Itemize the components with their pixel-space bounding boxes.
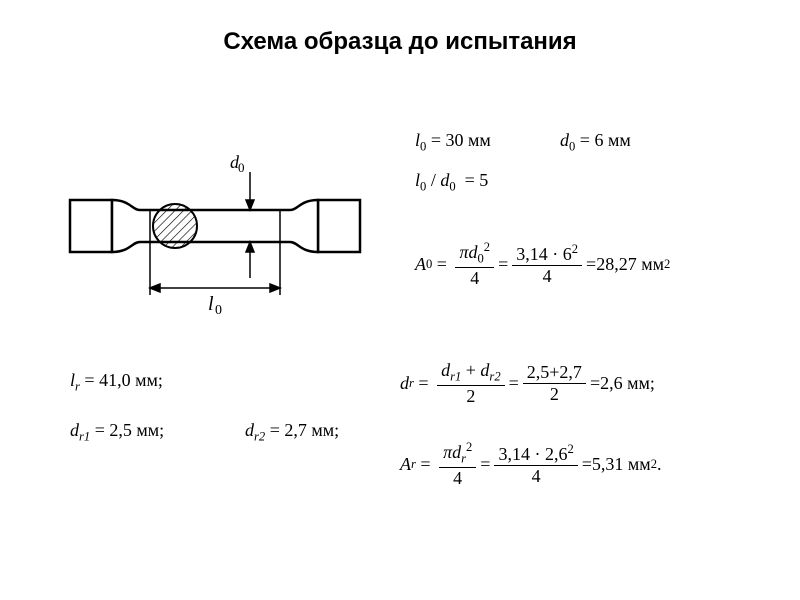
diagram-label-l0: l	[208, 293, 214, 315]
svg-text:0: 0	[238, 160, 245, 175]
param-dr1: dr1 = 2,5 мм;	[70, 420, 164, 445]
svg-text:0: 0	[215, 303, 222, 318]
param-d0: d0 = 6 мм	[560, 130, 631, 155]
formula-a0: A0 = πd02 4 = 3,14 · 62 4 =28,27 мм2	[415, 240, 670, 289]
specimen-diagram: d 0 l 0	[60, 130, 370, 360]
formula-dr: dr = dr1 + dr2 2 = 2,5+2,7 2 =2,6 мм;	[400, 360, 655, 407]
param-l0: l0 = 30 мм	[415, 130, 491, 155]
param-ratio: l0 / d0 = 5	[415, 170, 488, 195]
formula-ar: Ar = πdr2 4 = 3,14 · 2,62 4 =5,31 мм2.	[400, 440, 661, 489]
page-title: Схема образца до испытания	[0, 0, 800, 56]
param-lr: lr = 41,0 мм;	[70, 370, 163, 395]
param-dr2: dr2 = 2,7 мм;	[245, 420, 339, 445]
